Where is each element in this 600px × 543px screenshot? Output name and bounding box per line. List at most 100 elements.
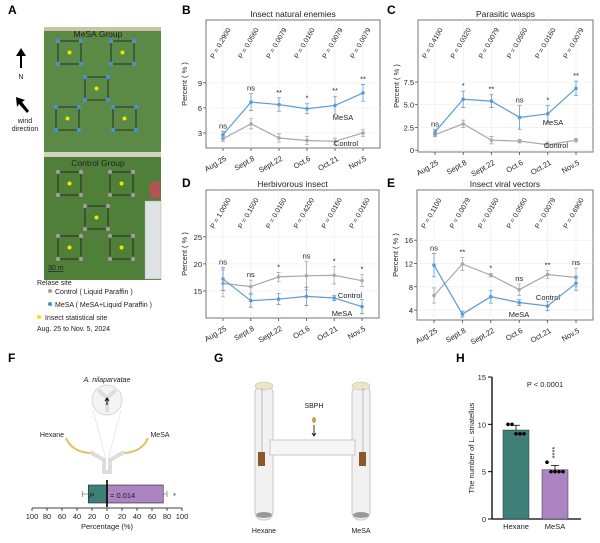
insect-statistical-site	[119, 181, 124, 186]
panel-label-c: C	[387, 3, 396, 17]
mesa-field	[44, 27, 161, 153]
significance-label: ns	[247, 84, 255, 93]
significance-label: ns	[219, 121, 227, 130]
plot-square	[84, 205, 109, 230]
control-release-site	[130, 233, 136, 239]
insect-statistical-site	[67, 245, 72, 250]
wind-arrow-icon	[16, 97, 29, 113]
control-release-site	[107, 169, 113, 175]
mesa-release-site	[78, 38, 84, 44]
field-border	[44, 27, 161, 31]
series-line-mesa	[433, 264, 577, 316]
plot-area	[417, 19, 594, 153]
significance-label: ns	[516, 96, 524, 105]
plot-area	[205, 19, 381, 149]
data-point-control	[461, 122, 466, 126]
data-point	[510, 422, 514, 427]
x-tick-label: Aug.25	[414, 326, 439, 346]
mesa-release-site	[133, 104, 139, 110]
x-tick-label: Oct.6	[292, 154, 312, 171]
series-label-mesa: MeSA	[543, 118, 563, 127]
mesa-release-site	[53, 104, 59, 110]
data-point	[522, 432, 526, 436]
error-bar	[512, 424, 520, 431]
y-tube-assay: A. nilaparvatae Hexane MeSA P = 0.014 * 100…	[26, 377, 189, 531]
insect-statistical-site	[120, 50, 125, 55]
data-point	[506, 422, 510, 427]
data-point-mesa	[546, 112, 550, 116]
control-release-site	[130, 169, 136, 175]
left-cap	[254, 381, 274, 391]
data-point-control	[545, 272, 550, 277]
error-bar	[163, 491, 168, 497]
up-arrow-icon	[104, 397, 110, 405]
data-point-mesa	[517, 300, 521, 305]
series-line-mesa	[222, 278, 363, 308]
chart-title: Herbivorous insect	[257, 179, 328, 189]
significance-label: *	[489, 263, 492, 272]
mesa-release-site	[108, 38, 114, 44]
control-release-site	[82, 226, 88, 232]
y-tick-label: 10	[478, 420, 486, 429]
x-tick-label: Oct.21	[529, 326, 553, 345]
y-tick-label: 15	[478, 373, 486, 382]
scale-bar: 30 m	[48, 265, 64, 272]
x-tick-label: Sept.22	[257, 324, 284, 345]
control-release-site	[55, 256, 61, 262]
series-line-control	[222, 274, 363, 288]
y-tick-label: 15	[194, 287, 202, 296]
x-tick-label: 80	[43, 512, 51, 521]
wind-label-1: wind	[17, 118, 33, 125]
data-point-control	[517, 139, 522, 143]
legend-stat-dot	[37, 315, 41, 319]
mesa-release-site	[76, 104, 82, 110]
error-bar	[551, 465, 559, 470]
field-map: MeSA Group Control Group 30 m N wind dir…	[12, 27, 162, 333]
x-tick-label: Sept.8	[233, 324, 256, 343]
y-tick-label: 5.0	[404, 101, 414, 110]
significance-label: **	[459, 248, 465, 257]
y-tick-label: 7.5	[404, 78, 414, 87]
data-point-control	[489, 273, 493, 277]
data-point-mesa	[574, 86, 578, 91]
p-label: P	[89, 491, 94, 500]
data-point-control	[304, 274, 309, 278]
data-point-control	[277, 136, 281, 140]
f-bar-chart: P = 0.014 * 100 80 60 40 20 0 20 40 60 80 100 Percenta…	[26, 480, 188, 531]
y-tick-label: 0	[410, 146, 414, 155]
x-tick-label: 100	[26, 512, 39, 521]
plot-square	[57, 235, 82, 260]
data-point-mesa	[276, 297, 281, 301]
x-tick-label: Hexane	[503, 522, 529, 531]
data-point-control	[432, 293, 436, 298]
legend-control-dot	[48, 289, 52, 293]
legend-mesa-dot	[48, 302, 52, 306]
wind-label-2: direction	[12, 126, 39, 133]
x-tick-label: Sept.22	[257, 154, 284, 175]
x-tick-label: Oct.6	[504, 326, 524, 343]
mesa-release-site	[110, 104, 116, 110]
data-point-control	[249, 284, 253, 289]
building-roof	[150, 182, 160, 198]
data-point-mesa	[221, 277, 225, 281]
p-value-text: = 0.014	[110, 491, 135, 500]
data-point	[553, 469, 557, 474]
mesa-group-label: MeSA Group	[74, 29, 123, 39]
down-arrow-icon	[311, 425, 317, 437]
mesa-release-site	[55, 61, 61, 67]
data-point-control	[574, 138, 578, 142]
data-point-mesa	[277, 102, 281, 107]
data-point-mesa	[461, 97, 466, 102]
x-tick-label: Oct.21	[316, 324, 340, 343]
panel-label-d: D	[182, 176, 191, 190]
control-release-site	[107, 256, 113, 262]
y-tick-label: 16	[405, 236, 413, 245]
y-axis-label: Percent ( % )	[391, 233, 400, 277]
plot-square	[55, 106, 80, 131]
control-release-site	[55, 169, 61, 175]
hexane-vial	[258, 452, 265, 466]
series-label-mesa: MeSA	[333, 113, 353, 122]
insect-statistical-site	[119, 245, 124, 250]
